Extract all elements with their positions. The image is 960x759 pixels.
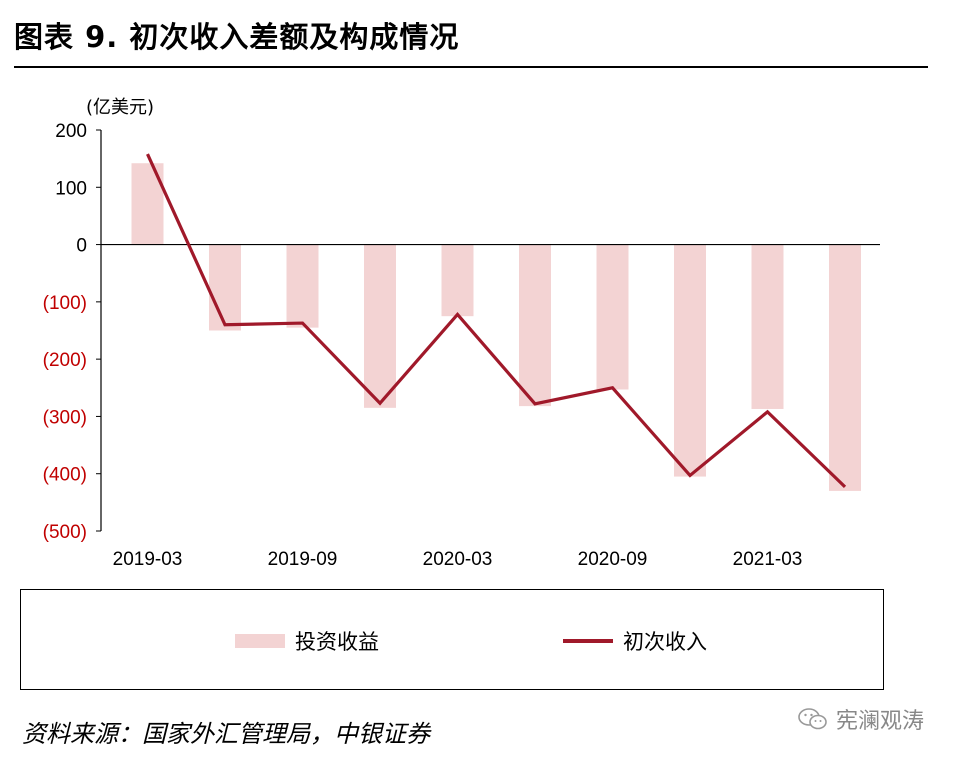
watermark-text: 宪澜观涛 — [836, 709, 925, 734]
bar-2020-03 — [441, 244, 474, 317]
y-tick-label: 200 — [55, 121, 87, 142]
x-tick-label: 2019-09 — [268, 549, 338, 570]
legend-label-line: 初次收入 — [623, 630, 707, 654]
title-rule — [14, 66, 928, 68]
y-tick-label: (400) — [43, 465, 87, 486]
y-tick-label: (500) — [43, 522, 87, 543]
line-series-primary-income — [146, 153, 847, 489]
legend-item-bar: 投资收益 — [235, 626, 379, 656]
line-series-group — [146, 153, 847, 489]
legend: 投资收益 初次收入 — [20, 589, 884, 690]
x-tick-labels: 2019-03 2019-09 2020-03 2020-09 2021-03 — [113, 549, 803, 570]
legend-item-line: 初次收入 — [563, 626, 707, 656]
chart-title: 图表 9. 初次收入差额及构成情况 — [14, 20, 460, 54]
y-tick-label: 100 — [55, 178, 87, 199]
bar-2021-06 — [829, 244, 861, 491]
x-tick-label: 2019-03 — [113, 549, 183, 570]
legend-swatch-bar — [235, 634, 285, 648]
y-tick-label: (200) — [43, 350, 87, 371]
chart-area: 200 100 0 (100) (200) (300) (400) (500) 2019-03… — [43, 97, 880, 570]
bar-2020-06 — [519, 244, 551, 407]
bar-2021-03 — [751, 244, 784, 409]
bar-2020-09 — [596, 244, 629, 390]
bar-2020-12 — [674, 244, 706, 477]
source-note: 资料来源：国家外汇管理局，中银证券 — [22, 720, 430, 748]
y-tick-label: (300) — [43, 407, 87, 428]
bar-2019-12 — [364, 244, 396, 408]
y-tick-label: (100) — [43, 293, 87, 314]
x-tick-label: 2020-09 — [578, 549, 648, 570]
bar-series-group — [131, 163, 861, 491]
x-tick-label: 2020-03 — [423, 549, 493, 570]
y-tick-label: 0 — [76, 236, 87, 257]
bar-2019-09 — [286, 244, 319, 328]
y-unit-label: (亿美元) — [86, 97, 154, 118]
wechat-icon — [798, 708, 827, 730]
bar-2019-06 — [209, 244, 241, 331]
axes-group — [96, 129, 880, 532]
legend-swatch-line — [563, 639, 613, 643]
y-tick-labels: 200 100 0 (100) (200) (300) (400) (500) — [43, 121, 87, 543]
watermark: 宪澜观涛 — [798, 703, 924, 735]
x-tick-label: 2021-03 — [733, 549, 803, 570]
legend-label-bar: 投资收益 — [295, 630, 379, 654]
